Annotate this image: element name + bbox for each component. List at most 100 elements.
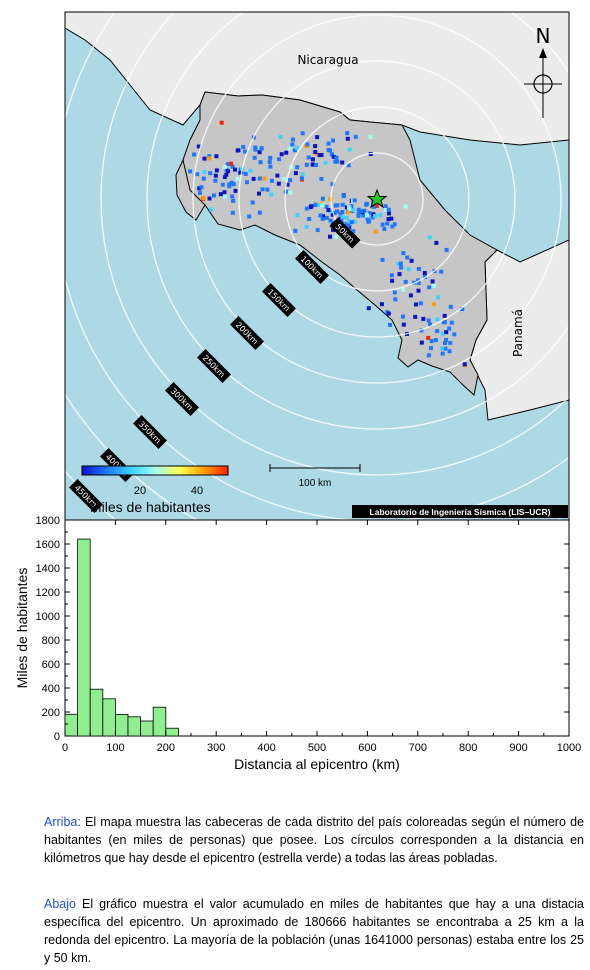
population-point: [444, 330, 449, 335]
population-point: [383, 207, 388, 212]
population-point: [386, 217, 391, 222]
population-point: [188, 169, 193, 174]
population-point: [392, 290, 397, 295]
population-point: [380, 222, 385, 227]
population-point: [331, 227, 336, 232]
population-point: [235, 148, 240, 153]
distance-rings: [65, 12, 569, 520]
population-point: [328, 234, 332, 239]
population-point: [326, 148, 331, 152]
population-point: [315, 228, 320, 233]
population-point: [427, 285, 432, 290]
x-tick-label: 400: [257, 742, 275, 754]
population-point: [269, 192, 274, 197]
population-point: [231, 198, 236, 203]
map-frame: [64, 11, 570, 520]
population-point: [299, 176, 304, 181]
population-point: [313, 202, 318, 207]
population-point: [295, 213, 300, 217]
population-point: [320, 216, 325, 221]
country-label-panama: Panamá: [511, 309, 525, 357]
x-axis-label: Distancia al epicentro (km): [234, 756, 400, 772]
population-point: [403, 279, 408, 284]
population-point: [370, 215, 375, 220]
population-point: [373, 229, 378, 234]
population-point: [447, 349, 452, 354]
population-point: [279, 152, 284, 157]
population-point: [365, 215, 370, 220]
population-point: [230, 210, 235, 215]
population-point: [284, 150, 289, 155]
population-point: [390, 278, 395, 283]
population-point: [319, 177, 324, 181]
colorbar-tick: 20: [134, 485, 146, 497]
north-label: N: [536, 24, 551, 48]
population-point: [371, 204, 376, 209]
population-point: [330, 212, 335, 217]
y-tick-label: 600: [42, 659, 60, 671]
histogram-bar: [152, 706, 167, 737]
population-point: [265, 187, 270, 192]
population-point: [207, 156, 212, 161]
population-point: [442, 313, 447, 318]
caption-bottom: Abajo El gráfico muestra el valor acumul…: [44, 895, 584, 967]
population-point: [436, 295, 441, 300]
population-point: [429, 346, 433, 351]
colorbar-label: Miles de habitantes: [90, 499, 211, 515]
caption-top-key: Arriba:: [44, 815, 81, 829]
scale-bar: 100 km: [269, 464, 361, 489]
population-point: [349, 204, 354, 209]
population-point: [231, 182, 236, 187]
x-tick-label: 600: [358, 742, 376, 754]
population-point: [386, 207, 391, 212]
population-point: [222, 194, 227, 199]
histogram-bar: [89, 688, 104, 737]
plot-frame: [64, 519, 570, 737]
population-point: [335, 203, 340, 208]
population-point: [352, 198, 357, 203]
population-point: [435, 329, 440, 334]
population-point: [343, 222, 348, 227]
epicenter-star: [366, 188, 388, 209]
population-point: [257, 176, 262, 181]
population-point: [226, 169, 230, 174]
population-point: [396, 261, 401, 266]
population-point: [326, 141, 331, 146]
y-tick-label: 1800: [36, 515, 60, 527]
population-point: [416, 278, 421, 283]
population-point: [433, 338, 438, 343]
population-point: [317, 202, 322, 207]
population-point: [253, 145, 258, 150]
population-point: [235, 176, 240, 181]
population-point: [218, 192, 223, 197]
population-point: [320, 196, 325, 201]
population-point: [361, 213, 366, 218]
population-point: [202, 156, 207, 161]
epicenter-map: 50km 100km 150km 200km 250km 300km 350km…: [64, 11, 570, 520]
credit-box: Laboratorio de Ingeniería Sísmica (LIS–U…: [352, 505, 568, 518]
colorbar-tick: 40: [191, 485, 203, 497]
population-point: [401, 287, 406, 292]
population-point: [344, 215, 349, 220]
population-point: [201, 176, 206, 181]
population-point: [345, 131, 350, 136]
histogram-bar: [140, 720, 154, 737]
population-point: [390, 224, 395, 229]
histogram-ticks: 0 100 200 300 400 500 600 700 800 900 1000 0 200 400 6…: [36, 515, 582, 754]
population-point: [345, 136, 350, 141]
population-point: [317, 153, 322, 158]
population-point: [356, 213, 361, 218]
population-point: [257, 150, 262, 155]
population-point: [278, 135, 283, 140]
population-point: [439, 269, 444, 274]
population-point: [419, 340, 424, 345]
population-point: [334, 155, 339, 160]
x-tick-label: 1000: [557, 742, 581, 754]
population-point: [282, 177, 286, 182]
histogram-bar: [115, 713, 129, 737]
population-point: [349, 220, 354, 225]
population-point: [250, 200, 255, 205]
population-point: [440, 331, 445, 336]
population-point: [448, 304, 453, 309]
population-point: [392, 222, 397, 227]
